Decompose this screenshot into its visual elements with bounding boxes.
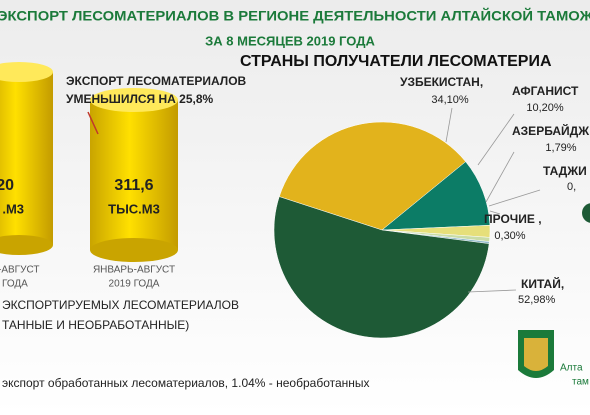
leader-line	[445, 107, 453, 143]
value: 20	[0, 177, 14, 194]
slice-value: 0,30%	[494, 230, 525, 242]
pie-slice	[273, 196, 490, 339]
slice-label: ТАДЖИ	[543, 164, 587, 178]
period: ЯНВАРЬ-АВГУСТ	[93, 265, 175, 276]
leader-line	[485, 151, 515, 203]
note: ЭКСПОРТ ЛЕСОМАТЕРИАЛОВ	[66, 74, 247, 88]
period: 2019 ГОДА	[109, 279, 160, 290]
logo: Алта там	[518, 330, 589, 388]
slice-value: 10,20%	[526, 102, 564, 114]
title: ЭКСПОРТ ЛЕСОМАТЕРИАЛОВ В РЕГИОНЕ ДЕЯТЕЛЬ…	[0, 7, 590, 24]
unit: ТЫС.М3	[108, 201, 160, 216]
footer: экспорт обработанных лесоматериалов, 1.0…	[2, 330, 589, 390]
footer-text: экспорт обработанных лесоматериалов, 1.0…	[2, 376, 370, 390]
leader-line	[488, 189, 541, 207]
slice-label: АЗЕРБАЙДЖ	[512, 123, 589, 138]
leader-line	[467, 289, 517, 293]
pie: УЗБЕКИСТАН, 34,10% АФГАНИСТ 10,20% АЗЕРБАЙДЖ…	[273, 75, 589, 339]
subtitle: ЗА 8 МЕСЯЦЕВ 2019 ГОДА	[205, 33, 375, 48]
slice-value: 52,98%	[518, 294, 556, 306]
chart-title: СТРАНЫ ПОЛУЧАТЕЛИ ЛЕСОМАТЕРИА	[240, 53, 552, 70]
value: 311,6	[114, 177, 153, 194]
caption: ЭКСПОРТИРУЕМЫХ ЛЕСОМАТЕРИАЛОВ	[2, 298, 239, 312]
slice-label: АФГАНИСТ	[512, 84, 579, 98]
leader-line	[477, 113, 515, 166]
leader-line	[489, 210, 501, 215]
caption: ТАННЫЕ И НЕОБРАБОТАННЫЕ)	[2, 318, 189, 332]
slice-value: 1,79%	[545, 142, 576, 154]
note: УМЕНЬШИЛСЯ НА 25,8%	[66, 92, 214, 106]
pie-slice	[278, 121, 466, 231]
comparison: ЭКСПОРТ ЛЕСОМАТЕРИАЛОВ УМЕНЬШИЛСЯ НА 25,…	[0, 74, 247, 332]
decoration	[582, 203, 590, 223]
period: ГОДА	[2, 279, 28, 290]
slice-value: 0,	[567, 181, 576, 193]
logo-text: Алта	[560, 363, 583, 374]
unit: .М3	[2, 201, 24, 216]
logo-text: там	[572, 377, 589, 388]
slice-label: УЗБЕКИСТАН,	[400, 75, 483, 89]
period: -АВГУСТ	[0, 265, 39, 276]
header: ЭКСПОРТ ЛЕСОМАТЕРИАЛОВ В РЕГИОНЕ ДЕЯТЕЛЬ…	[0, 7, 590, 49]
slice-value: 34,10%	[431, 94, 469, 106]
slice-label: КИТАЙ,	[521, 276, 564, 291]
slice-label: ПРОЧИЕ ,	[484, 212, 542, 226]
cylinders	[0, 62, 178, 262]
